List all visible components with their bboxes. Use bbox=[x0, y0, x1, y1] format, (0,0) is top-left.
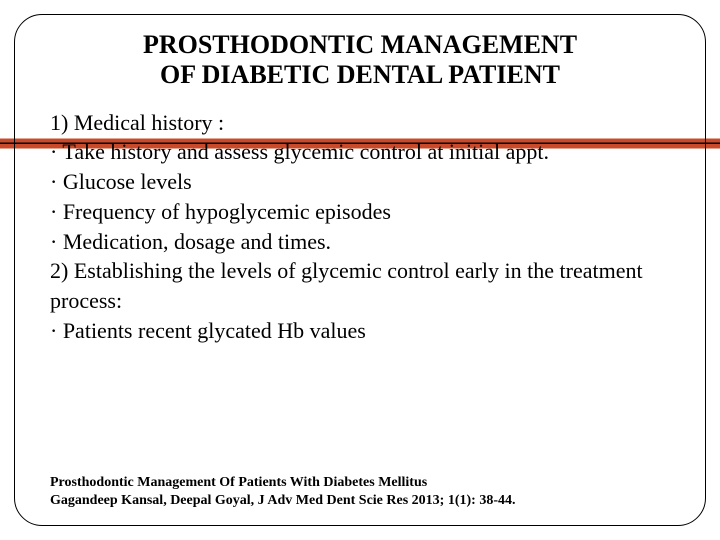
body-line: · Patients recent glycated Hb values bbox=[50, 316, 670, 346]
body-line: · Glucose levels bbox=[50, 167, 670, 197]
body-line: · Frequency of hypoglycemic episodes bbox=[50, 197, 670, 227]
body-line: · Take history and assess glycemic contr… bbox=[50, 137, 670, 167]
body-line: · Medication, dosage and times. bbox=[50, 227, 670, 257]
slide-body: 1) Medical history : · Take history and … bbox=[50, 108, 670, 346]
body-line: 2) Establishing the levels of glycemic c… bbox=[50, 256, 670, 315]
body-line: 1) Medical history : bbox=[50, 108, 670, 138]
title-line-1: PROSTHODONTIC MANAGEMENT bbox=[50, 30, 670, 60]
slide-content: PROSTHODONTIC MANAGEMENT OF DIABETIC DEN… bbox=[0, 0, 720, 365]
citation-line-2: Gagandeep Kansal, Deepal Goyal, J Adv Me… bbox=[50, 492, 670, 510]
title-line-2: OF DIABETIC DENTAL PATIENT bbox=[50, 60, 670, 90]
citation-footer: Prosthodontic Management Of Patients Wit… bbox=[50, 474, 670, 510]
citation-line-1: Prosthodontic Management Of Patients Wit… bbox=[50, 474, 670, 492]
slide-title: PROSTHODONTIC MANAGEMENT OF DIABETIC DEN… bbox=[50, 30, 670, 90]
